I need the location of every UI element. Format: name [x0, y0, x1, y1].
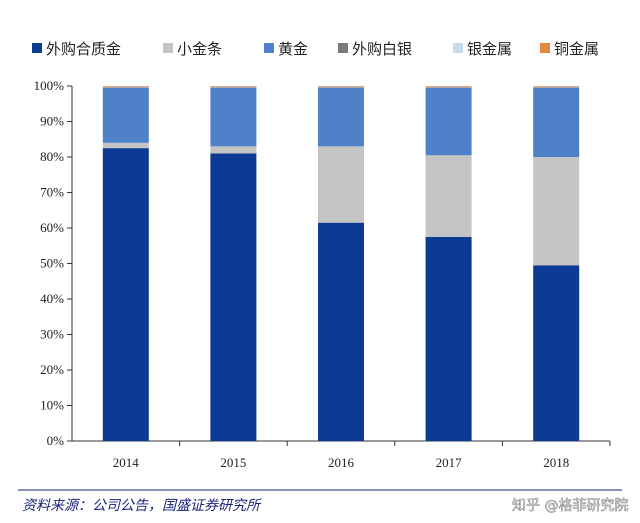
bar-segment	[318, 86, 364, 88]
legend-label: 小金条	[177, 40, 222, 58]
chart-bars	[102, 86, 580, 441]
y-tick-label: 30%	[40, 327, 64, 342]
chart-legend: 外购合质金 小金条 黄金 外购白银 银金属 铜金属	[32, 40, 599, 58]
x-tick-label: 2015	[220, 455, 246, 470]
y-tick-label: 50%	[40, 256, 64, 271]
bar-segment	[533, 87, 580, 88]
y-tick-label: 40%	[40, 291, 64, 306]
legend-swatch	[264, 43, 274, 53]
bar-segment	[210, 87, 257, 147]
watermark: 知乎 @格菲研究院	[512, 497, 628, 514]
x-tick-label: 2014	[113, 455, 140, 470]
bar-segment	[318, 146, 364, 223]
bar-segment	[533, 265, 580, 441]
legend-swatch	[453, 43, 463, 53]
chart-axes: 0% 10% 20% 30% 40% 50% 60% 70% 80% 90% 100% 2014 201…	[34, 78, 611, 470]
bar-segment	[210, 86, 257, 88]
legend-swatch	[163, 43, 173, 53]
bar-segment	[318, 87, 364, 147]
bar-segment	[210, 87, 257, 88]
bar-segment	[425, 155, 472, 237]
bar-segment	[210, 146, 257, 154]
bar-segment	[102, 86, 149, 88]
bar-segment	[533, 86, 580, 88]
legend-label: 铜金属	[554, 40, 599, 58]
bar-segment	[425, 236, 472, 441]
x-tick-label: 2016	[328, 455, 355, 470]
legend-swatch	[540, 43, 550, 53]
bar-segment	[210, 86, 257, 87]
y-tick-label: 70%	[40, 185, 64, 200]
legend-label: 外购白银	[352, 40, 412, 58]
bar-segment	[318, 222, 364, 441]
legend-label: 黄金	[278, 40, 308, 58]
y-tick-label: 80%	[40, 149, 64, 164]
bar-segment	[425, 86, 472, 88]
y-tick-label: 0%	[47, 433, 65, 448]
y-tick-label: 20%	[40, 362, 64, 377]
x-tick-label: 2018	[543, 455, 569, 470]
legend-swatch	[338, 43, 348, 53]
bar-segment	[210, 153, 257, 441]
bar-segment	[102, 86, 149, 87]
bar-segment	[318, 87, 364, 88]
legend-label: 银金属	[467, 40, 512, 58]
legend-swatch	[32, 43, 42, 53]
bar-segment	[533, 86, 580, 87]
bar-segment	[425, 86, 472, 87]
y-tick-label: 100%	[34, 78, 65, 93]
bar-segment	[102, 87, 149, 88]
y-tick-label: 10%	[40, 398, 64, 413]
y-tick-label: 60%	[40, 220, 64, 235]
source-note: 资料来源：公司公告，国盛证券研究所	[22, 498, 262, 514]
y-tick-label: 90%	[40, 114, 64, 129]
legend-label: 外购合质金	[46, 40, 121, 58]
bar-segment	[318, 86, 364, 87]
bar-segment	[425, 87, 472, 88]
bar-segment	[102, 142, 149, 149]
bar-segment	[102, 87, 149, 143]
x-tick-label: 2017	[436, 455, 463, 470]
bar-segment	[102, 148, 149, 441]
bar-segment	[425, 87, 472, 156]
bar-segment	[533, 157, 580, 266]
bar-segment	[533, 87, 580, 157]
